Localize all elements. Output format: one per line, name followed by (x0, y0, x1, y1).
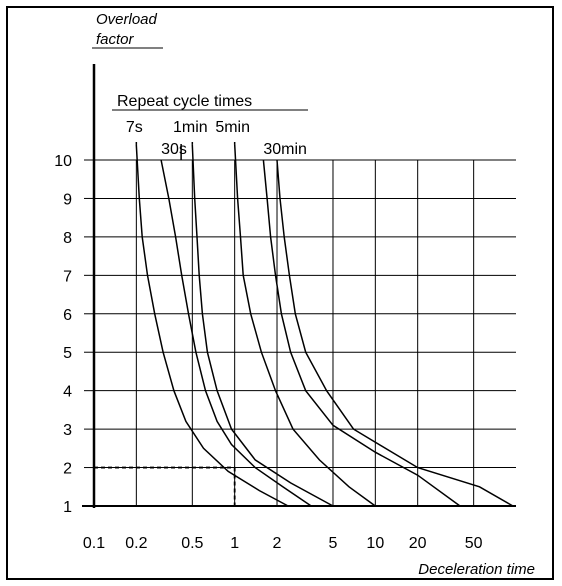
y-tick-label: 9 (63, 191, 72, 208)
x-tick-label: 5 (329, 535, 338, 552)
x-tick-label: 2 (273, 535, 282, 552)
y-tick-label: 3 (63, 422, 72, 439)
y-tick-label: 4 (63, 384, 72, 401)
x-tick-label: 0.5 (181, 535, 203, 552)
grid-lines (94, 159, 516, 507)
series-line-30min (262, 159, 461, 507)
legend-title: Repeat cycle times (117, 93, 252, 110)
series-label-7s: 7s (126, 119, 143, 136)
y-tick-label: 6 (63, 307, 72, 324)
series-label-30s: 30s (161, 141, 187, 158)
series-label-5min: 5min (215, 119, 250, 136)
y-tick-label: 10 (54, 153, 72, 170)
series-line-30s (160, 159, 312, 507)
series-label-30min: 30min (263, 141, 307, 158)
x-axis-label: Deceleration time (418, 561, 535, 578)
x-tick-label: 50 (465, 535, 483, 552)
series-labels: 7s 30s 1min 5min 30min (126, 119, 307, 158)
series-lines (135, 142, 514, 507)
y-tick-label: 7 (63, 268, 72, 285)
x-tick-label: 0.1 (83, 535, 105, 552)
series-line-5min (233, 144, 376, 507)
y-axis-label-line2: factor (96, 31, 135, 48)
x-tick-label: 10 (366, 535, 384, 552)
y-tick-label: 5 (63, 345, 72, 362)
series-line-1min (191, 144, 334, 507)
annotation-dashed-guide (94, 466, 236, 506)
x-tick-label: 1 (230, 535, 239, 552)
y-axis-label-line1: Overload (96, 11, 158, 28)
tick-labels: 1 2 3 4 5 6 7 8 9 10 0.1 0.2 0.5 1 2 5 10 20 50 (54, 153, 482, 552)
y-tick-label: 1 (63, 499, 72, 516)
axes (82, 64, 516, 508)
y-tick-label: 2 (63, 461, 72, 478)
x-tick-label: 20 (409, 535, 427, 552)
series-line-unlabeled-5 (276, 159, 514, 507)
series-line-7s (135, 144, 289, 507)
series-label-1min: 1min (173, 119, 208, 136)
x-tick-label: 0.2 (125, 535, 147, 552)
y-tick-label: 8 (63, 230, 72, 247)
